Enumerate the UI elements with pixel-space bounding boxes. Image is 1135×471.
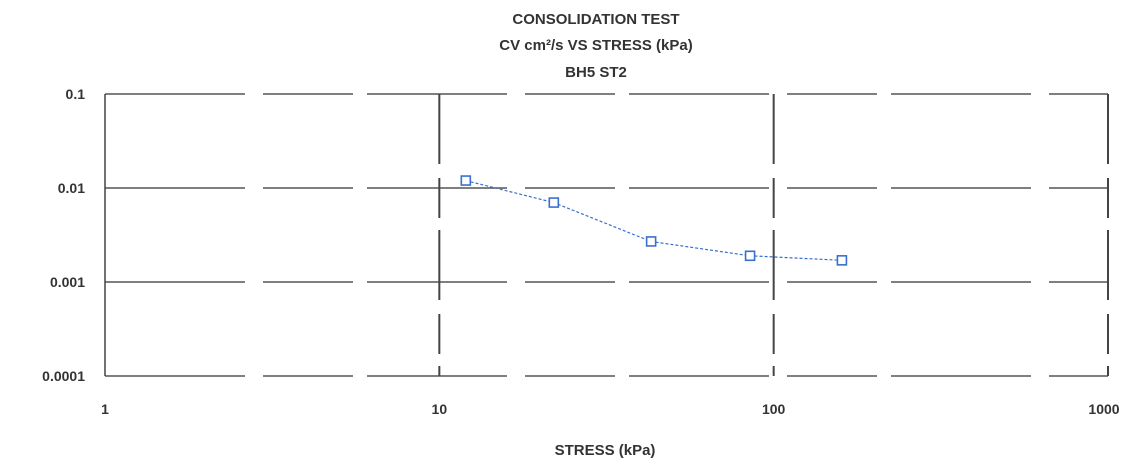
x-tick-label-3: 1000 (1088, 401, 1119, 417)
x-tick-label-1: 10 (432, 401, 448, 417)
x-axis-label: STRESS (kPa) (555, 442, 656, 459)
data-point-0 (460, 175, 472, 186)
series-cv (460, 175, 848, 266)
data-point-4 (836, 255, 848, 266)
data-point-3 (744, 250, 756, 262)
chart-title-line-3: BH5 ST2 (565, 64, 627, 81)
y-tick-labels: 0.1 0.01 0.001 0.0001 (42, 86, 85, 384)
y-tick-label-1: 0.01 (58, 180, 85, 196)
grid (105, 93, 1109, 377)
x-tick-labels: 1 10 100 1000 (101, 401, 1120, 417)
chart-title-line-2: CV cm²/s VS STRESS (kPa) (499, 37, 692, 54)
chart-title-line-1: CONSOLIDATION TEST (512, 11, 679, 28)
y-tick-label-0: 0.1 (66, 86, 86, 102)
y-tick-label-2: 0.001 (50, 274, 85, 290)
y-tick-label-3: 0.0001 (42, 368, 85, 384)
data-point-2 (645, 236, 657, 247)
x-tick-label-2: 100 (762, 401, 786, 417)
series-line-0 (465, 180, 842, 261)
x-tick-label-0: 1 (101, 401, 109, 417)
chart-title: CONSOLIDATION TEST CV cm²/s VS STRESS (k… (499, 11, 692, 81)
data-point-1 (548, 197, 560, 208)
